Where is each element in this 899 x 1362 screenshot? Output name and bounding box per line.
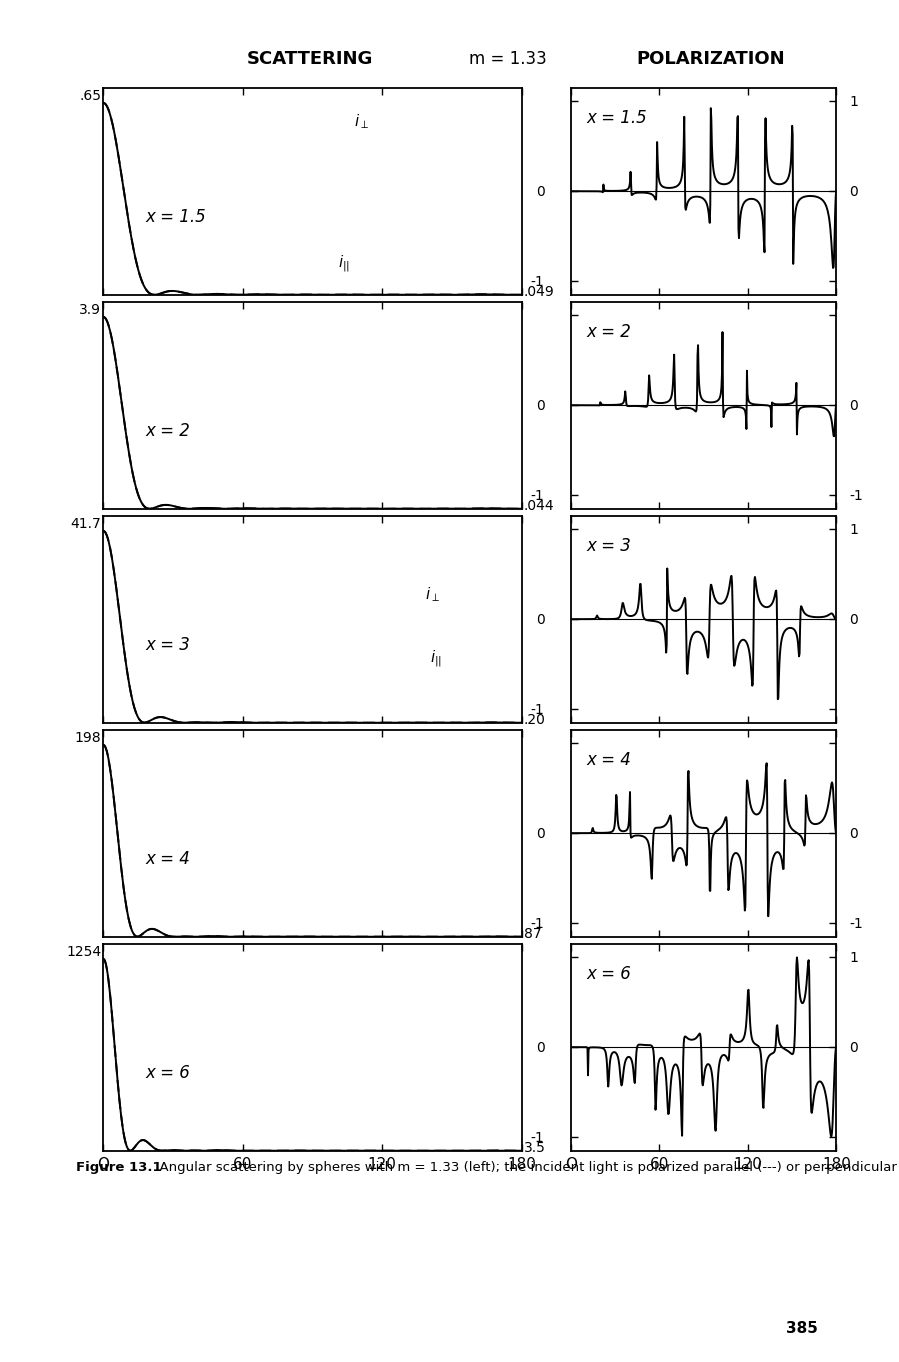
Text: x = 6: x = 6 (587, 964, 632, 982)
Text: 0: 0 (850, 827, 858, 840)
Text: 0: 0 (850, 613, 858, 627)
Text: 3.9: 3.9 (79, 302, 102, 316)
Text: 0: 0 (850, 1041, 858, 1054)
Text: x = 3: x = 3 (587, 537, 632, 554)
Text: 0: 0 (536, 1041, 545, 1054)
Text: -1: -1 (850, 917, 863, 930)
Text: 0: 0 (536, 827, 545, 840)
Text: $i_\perp$: $i_\perp$ (425, 586, 441, 603)
Text: x = 6: x = 6 (145, 1064, 190, 1081)
Text: POLARIZATION: POLARIZATION (636, 50, 785, 68)
Text: $i_\perp$: $i_\perp$ (354, 112, 369, 131)
Text: -1: -1 (530, 1130, 545, 1144)
Text: 0: 0 (850, 185, 858, 199)
Text: x = 2: x = 2 (587, 323, 632, 340)
Text: 0: 0 (536, 613, 545, 627)
Text: 0: 0 (850, 399, 858, 413)
Text: x = 4: x = 4 (587, 750, 632, 768)
Text: x = 2: x = 2 (145, 422, 190, 440)
Text: .044: .044 (523, 498, 554, 512)
Text: -1: -1 (850, 489, 863, 503)
Text: x = 1.5: x = 1.5 (587, 109, 647, 127)
Text: -1: -1 (530, 275, 545, 289)
Text: x = 3: x = 3 (145, 636, 190, 654)
Text: 1: 1 (850, 95, 859, 109)
Text: 1: 1 (850, 523, 859, 537)
Text: x = 1.5: x = 1.5 (145, 208, 206, 226)
Text: 3.5: 3.5 (523, 1140, 546, 1154)
Text: .049: .049 (523, 285, 555, 298)
Text: 41.7: 41.7 (70, 516, 102, 530)
Text: Figure 13.1: Figure 13.1 (76, 1160, 162, 1174)
Text: m = 1.33: m = 1.33 (469, 50, 547, 68)
Text: $i_{||}$: $i_{||}$ (430, 647, 441, 669)
Text: 385: 385 (787, 1320, 818, 1335)
Text: 1: 1 (850, 951, 859, 964)
Text: $i_{||}$: $i_{||}$ (337, 253, 350, 274)
Text: SCATTERING: SCATTERING (247, 50, 373, 68)
Text: Angular scattering by spheres with m = 1.33 (left); the incident light is polari: Angular scattering by spheres with m = 1… (151, 1160, 899, 1174)
Text: 0: 0 (536, 185, 545, 199)
Text: .65: .65 (79, 89, 102, 102)
Text: 87: 87 (523, 926, 541, 940)
Text: 198: 198 (75, 730, 102, 744)
Text: .20: .20 (523, 712, 546, 726)
Text: -1: -1 (530, 917, 545, 930)
Text: 0: 0 (536, 399, 545, 413)
Text: -1: -1 (530, 703, 545, 716)
Text: 1254: 1254 (67, 944, 102, 957)
Text: x = 4: x = 4 (145, 850, 190, 868)
Text: -1: -1 (530, 489, 545, 503)
